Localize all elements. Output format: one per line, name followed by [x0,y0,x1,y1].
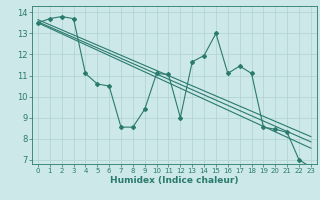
X-axis label: Humidex (Indice chaleur): Humidex (Indice chaleur) [110,176,239,185]
